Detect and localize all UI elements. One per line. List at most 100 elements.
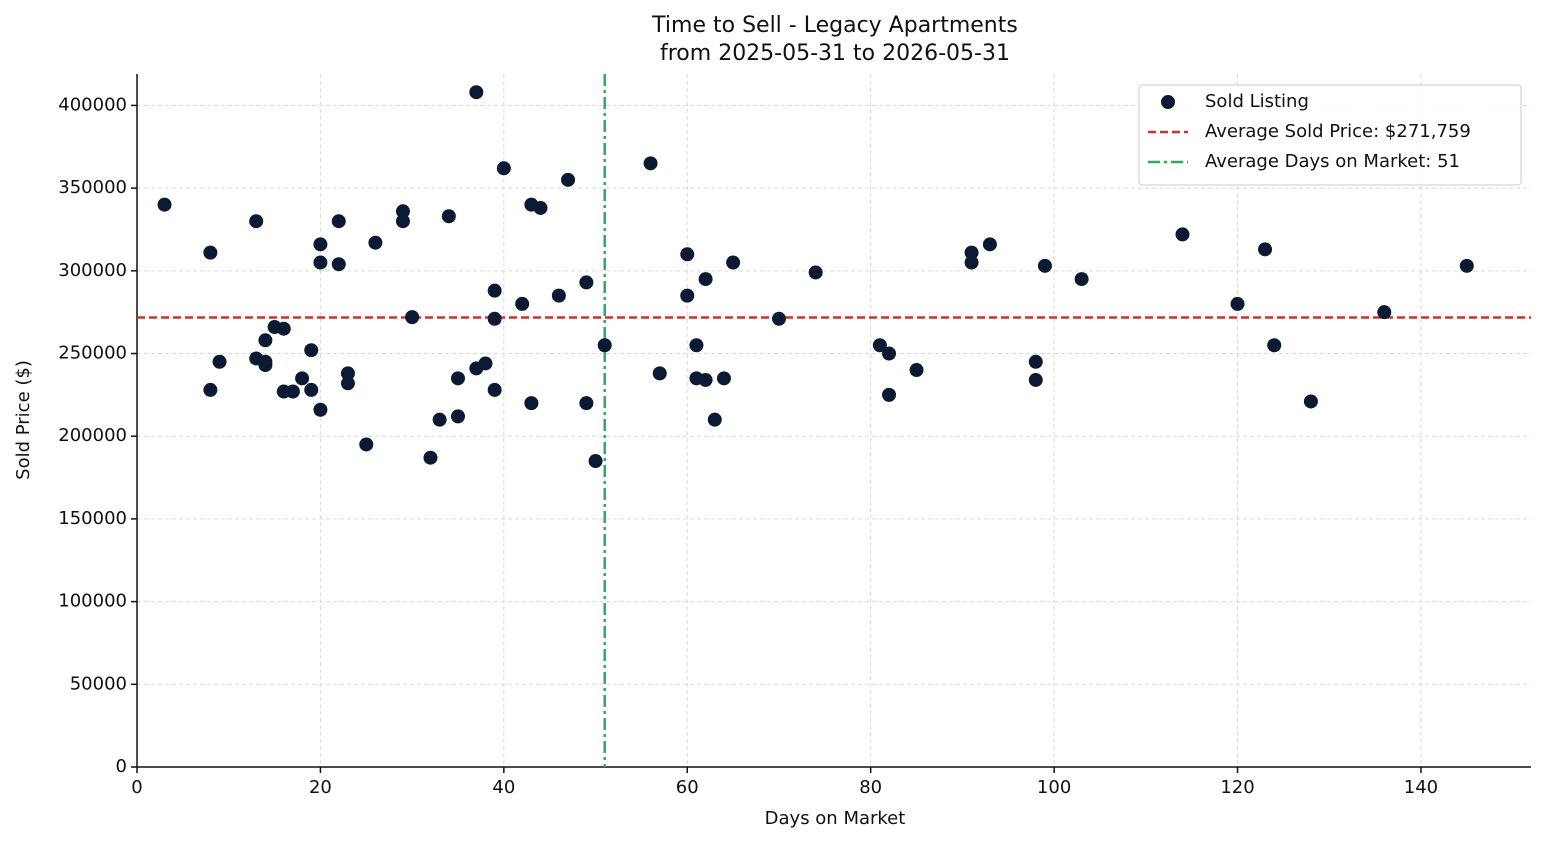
data-point [450,371,465,386]
data-point [726,255,741,270]
data-point [533,200,548,215]
data-point [680,247,695,262]
chart-title: Time to Sell - Legacy Apartments [651,13,1018,38]
data-point [964,245,979,260]
data-point [716,371,731,386]
x-tick-label: 80 [859,777,882,798]
legend-label: Sold Listing [1205,91,1309,112]
data-point [515,296,530,311]
data-point [882,346,897,361]
data-point [340,376,355,391]
data-point [771,311,786,326]
data-point [652,366,667,381]
y-tick-label: 0 [116,756,127,777]
data-point [1377,305,1392,320]
data-point [487,311,502,326]
y-tick-label: 400000 [58,94,127,115]
data-point [450,409,465,424]
data-point [432,412,447,427]
data-point [203,245,218,260]
data-point [487,283,502,298]
data-point [258,333,273,348]
data-point [249,214,264,229]
data-point [872,338,887,353]
data-point [487,382,502,397]
data-point [313,237,328,252]
data-point [212,354,227,369]
data-point [964,255,979,270]
legend-marker [1161,95,1175,109]
data-point [203,382,218,397]
data-point [331,257,346,272]
y-tick-label: 50000 [70,673,127,694]
data-point [368,235,383,250]
data-point [276,321,291,336]
x-tick-label: 120 [1220,777,1254,798]
x-tick-label: 100 [1037,777,1071,798]
x-tick-label: 60 [676,777,699,798]
data-point [982,237,997,252]
data-point [157,197,172,212]
data-point [588,454,603,469]
data-point [680,288,695,303]
y-tick-label: 300000 [58,260,127,281]
y-tick-label: 250000 [58,343,127,364]
data-point [882,387,897,402]
data-point [707,412,722,427]
y-axis-label: Sold Price ($) [13,360,34,480]
data-point [304,343,319,358]
data-point [285,384,300,399]
data-point [496,161,511,176]
data-point [340,366,355,381]
data-point [1258,242,1273,257]
data-point [1074,272,1089,287]
legend-label: Average Sold Price: $271,759 [1205,121,1471,142]
data-point [1028,372,1043,387]
data-point [331,214,346,229]
y-tick-label: 100000 [58,591,127,612]
data-point [561,172,576,187]
data-point [313,402,328,417]
data-point [1028,354,1043,369]
data-point [395,204,410,219]
x-tick-label: 0 [131,777,142,798]
y-tick-label: 350000 [58,177,127,198]
data-point [597,338,612,353]
data-point [909,363,924,378]
data-point [258,358,273,373]
data-point [643,156,658,171]
data-point [808,265,823,280]
y-tick-label: 200000 [58,425,127,446]
data-point [1459,258,1474,273]
data-point [469,85,484,100]
data-point [295,371,310,386]
data-point [524,396,539,411]
data-point [1037,258,1052,273]
data-point [579,396,594,411]
data-point [313,255,328,270]
x-tick-label: 140 [1404,777,1438,798]
data-point [579,275,594,290]
y-tick-label: 150000 [58,508,127,529]
data-point [405,310,420,325]
x-axis-label: Days on Market [765,808,906,829]
data-point [395,214,410,229]
legend-box [1138,84,1522,186]
legend-label: Average Days on Market: 51 [1205,151,1460,172]
data-point [359,437,374,452]
data-point [698,272,713,287]
data-point [1267,338,1282,353]
data-point [304,382,319,397]
data-point [441,209,456,224]
data-point [478,356,493,371]
data-point [551,288,566,303]
data-point [1175,227,1190,242]
data-point [1303,394,1318,409]
chart-subtitle: from 2025-05-31 to 2026-05-31 [660,41,1010,66]
data-point [698,372,713,387]
x-tick-label: 20 [309,777,332,798]
x-tick-label: 40 [492,777,515,798]
data-point [423,450,438,465]
data-point [689,338,704,353]
